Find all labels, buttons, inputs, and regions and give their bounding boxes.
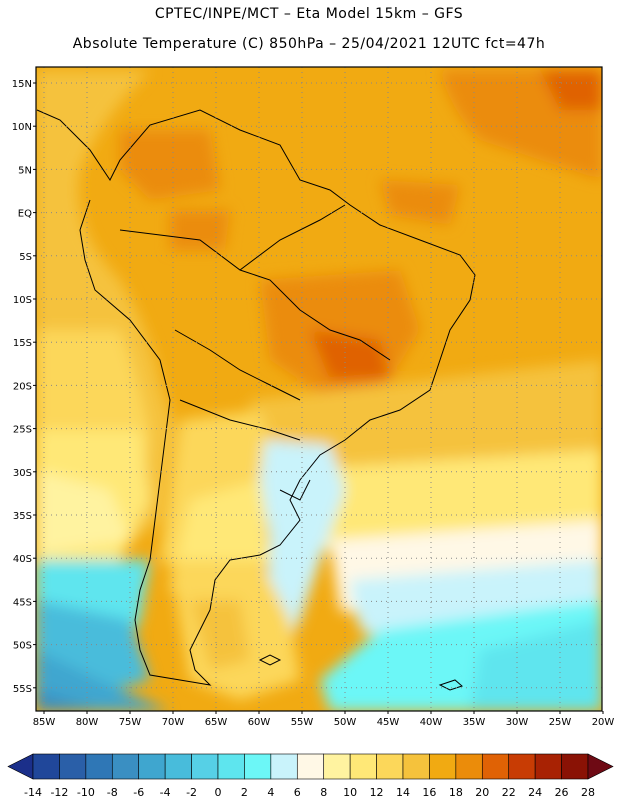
lon-label: 40W (420, 717, 443, 728)
map-title-line2: Absolute Temperature (C) 850hPa – 25/04/… (72, 36, 546, 52)
colorbar-tick-label: 6 (294, 786, 301, 799)
colorbar-tick-label: -2 (186, 786, 197, 799)
colorbar-swatch (244, 753, 272, 780)
colorbar-tick-label: 26 (555, 786, 569, 799)
colorbar-swatch (270, 753, 298, 780)
lon-label: 70W (162, 717, 185, 728)
colorbar-tick-label: -4 (160, 786, 171, 799)
map-frame (35, 66, 603, 712)
colorbar-tick-label: -12 (50, 786, 68, 799)
colorbar-swatch (376, 753, 404, 780)
colorbar-swatch (508, 753, 536, 780)
colorbar-swatch (191, 753, 219, 780)
lon-label: 35W (463, 717, 486, 728)
longitude-labels: 85W 80W 75W 70W 65W 60W 55W 50W 45W 40W 35W 30W 25W 2… (33, 711, 615, 728)
colorbar-swatch (85, 753, 113, 780)
colorbar-swatch (481, 753, 510, 780)
colorbar-swatch (402, 753, 430, 780)
colorbar-swatch (164, 753, 192, 780)
lat-label: 35S (13, 511, 32, 522)
coastlines (36, 109, 476, 691)
colorbar-swatch (349, 753, 377, 780)
lon-label: 45W (377, 717, 400, 728)
lat-label: 10N (12, 122, 32, 133)
lat-label: 50S (13, 641, 32, 652)
colorbar-tick-label: 2 (241, 786, 248, 799)
colorbar-tick-label: 8 (320, 786, 327, 799)
colorbar-swatch (296, 753, 325, 780)
colorbar-left-arrow (7, 753, 34, 780)
lon-label: 50W (334, 717, 357, 728)
lat-label: 5N (18, 165, 32, 176)
lon-label: 55W (291, 717, 314, 728)
temperature-field (36, 67, 602, 711)
map-title-line1: CPTEC/INPE/MCT – Eta Model 15km – GFS (154, 6, 464, 22)
colorbar-tick-label: 18 (449, 786, 463, 799)
colorbar-tick-label: 16 (422, 786, 436, 799)
colorbar-swatch (455, 753, 483, 780)
lat-label: 10S (13, 295, 32, 306)
colorbar-tick-label: -10 (77, 786, 95, 799)
lat-label: EQ (18, 209, 32, 220)
colorbar-swatch (429, 753, 457, 780)
lat-label: 5S (19, 252, 32, 263)
colorbar-swatch (138, 753, 166, 780)
colorbar-tick-label: 12 (370, 786, 384, 799)
lon-label: 65W (205, 717, 228, 728)
lat-label: 15N (12, 79, 32, 90)
colorbar-tick-label: -8 (107, 786, 118, 799)
colorbar-tick-label: 20 (475, 786, 489, 799)
lon-label: 20W (592, 717, 615, 728)
colorbar-swatch (561, 753, 589, 780)
colorbar-tick-label: 14 (396, 786, 410, 799)
colorbar-tick-label: 24 (528, 786, 542, 799)
colorbar-tick-label: 28 (581, 786, 595, 799)
colorbar-swatch (111, 753, 140, 780)
lon-label: 60W (248, 717, 271, 728)
colorbar-right-arrow (587, 753, 614, 780)
colorbar-swatch (534, 753, 562, 780)
colorbar-tick-label: -14 (24, 786, 42, 799)
colorbar-tick-label: 10 (343, 786, 357, 799)
lon-label: 30W (506, 717, 529, 728)
lon-label: 75W (119, 717, 142, 728)
lon-label: 25W (549, 717, 572, 728)
colorbar-tick-label: 0 (215, 786, 222, 799)
lat-label: 45S (13, 597, 32, 608)
colorbar-tick-label: -6 (133, 786, 144, 799)
lon-label: 85W (33, 717, 56, 728)
colorbar-tick-label: 4 (267, 786, 274, 799)
colorbar-swatch (59, 753, 87, 780)
lat-label: 20S (13, 381, 32, 392)
lon-label: 80W (76, 717, 99, 728)
latitude-labels: 15N 10N 5N EQ 5S 10S 15S 20S 25S 30S 35S 40S 45S 50S 5… (12, 79, 36, 695)
lat-label: 40S (13, 554, 32, 565)
colorbar-swatch (32, 753, 60, 780)
colorbar-swatch (217, 753, 245, 780)
lat-label: 30S (13, 468, 32, 479)
lat-label: 55S (13, 684, 32, 695)
colorbar-swatch (323, 753, 351, 780)
colorbar-tick-label: 22 (502, 786, 516, 799)
lat-label: 15S (13, 338, 32, 349)
lat-label: 25S (13, 425, 32, 436)
